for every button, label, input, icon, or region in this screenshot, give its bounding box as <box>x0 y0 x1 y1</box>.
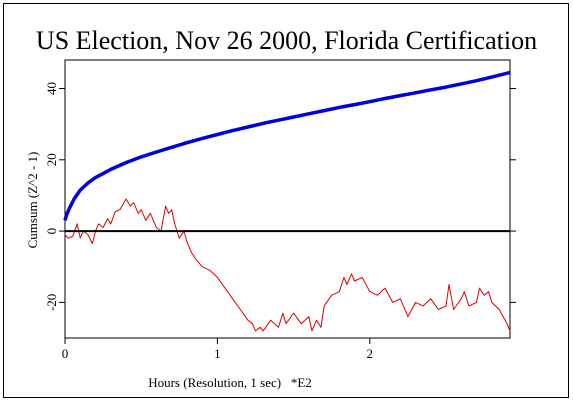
y-tick-label: 40 <box>44 82 59 95</box>
plot-area <box>64 59 511 339</box>
series-line-blue <box>63 70 511 221</box>
y-tick-label: -20 <box>44 294 59 311</box>
x-axis-label: Hours (Resolution, 1 sec) *E2 <box>148 375 312 390</box>
y-tick-label: 0 <box>44 228 59 235</box>
x-tick-label: 2 <box>367 346 374 361</box>
y-tick-label: 20 <box>44 153 59 166</box>
chart-frame <box>3 3 569 398</box>
series-layer <box>63 70 511 332</box>
x-tick-label: 0 <box>62 346 69 361</box>
y-axis-label: Cumsum (Z^2 - 1) <box>25 152 40 249</box>
x-tick-label: 1 <box>214 346 221 361</box>
plot-border <box>64 59 511 339</box>
series-line-red <box>64 198 511 332</box>
chart-title: US Election, Nov 26 2000, Florida Certif… <box>35 26 538 55</box>
axis-layer: 0 1 2 -20 0 20 40 <box>44 82 516 361</box>
